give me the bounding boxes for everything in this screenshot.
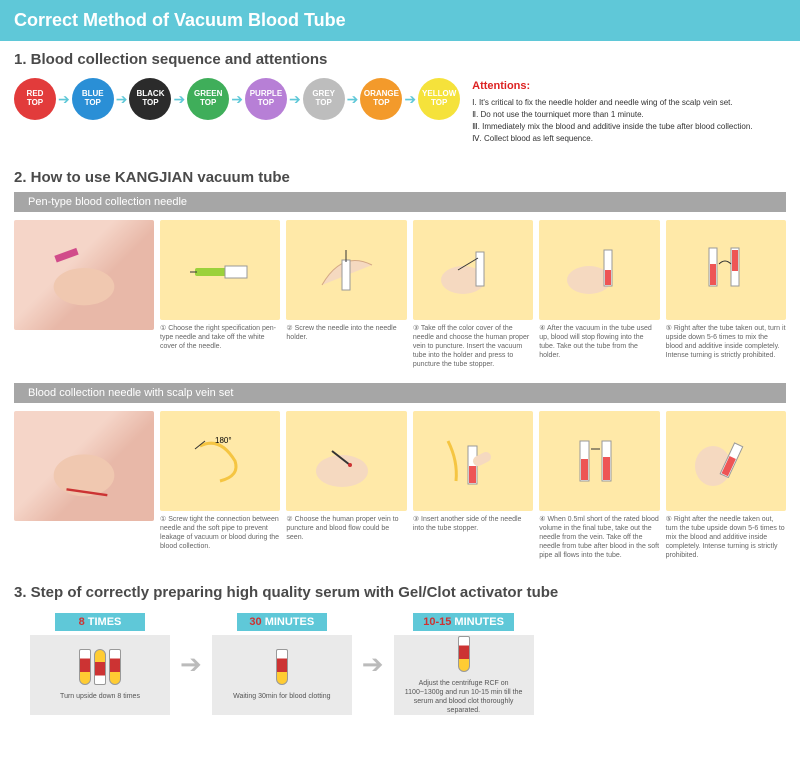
photo-scalp: [14, 411, 154, 521]
step-text: ④ After the vacuum in the tube used up, …: [539, 324, 659, 360]
tube-black: BLACKTOP: [129, 78, 171, 120]
step-illustration: [539, 220, 659, 320]
tube-red: REDTOP: [14, 78, 56, 120]
step-illustration: [539, 411, 659, 511]
step-illustration: [666, 411, 786, 511]
tube-icons: [79, 649, 121, 688]
step-illustration: [286, 220, 406, 320]
serum-step-3: 10-15 MINUTES Adjust the centrifuge RCF o…: [394, 613, 534, 715]
subheader-pentype: Pen-type blood collection needle: [14, 192, 786, 212]
attentions-title: Attentions:: [472, 78, 786, 95]
attentions-block: Attentions: Ⅰ. It's critical to fix the …: [472, 78, 786, 145]
attention-item: Ⅲ. Immediately mix the blood and additiv…: [472, 121, 786, 133]
arrow-icon: ➔: [362, 649, 384, 680]
step-illustration: [160, 220, 280, 320]
step-text: ③ Insert another side of the needle into…: [413, 515, 533, 533]
subheader-scalp: Blood collection needle with scalp vein …: [14, 383, 786, 403]
steps2-container: 180° ① Screw tight the connection between…: [160, 411, 786, 560]
step-1: 180° ① Screw tight the connection between…: [160, 411, 280, 560]
steps-row-1: ① Choose the right specification pen-typ…: [0, 212, 800, 383]
arrow-icon: ➔: [58, 91, 70, 108]
tube-sequence: REDTOP➔BLUETOP➔BLACKTOP➔GREENTOP➔PURPLET…: [14, 78, 460, 120]
serum-text: Waiting 30min for blood clotting: [233, 692, 330, 701]
serum-step-2: 30 MINUTES Waiting 30min for blood clotti…: [212, 613, 352, 715]
arrow-icon: ➔: [173, 91, 185, 108]
serum-text: Adjust the centrifuge RCF on 1100~1300g …: [400, 679, 528, 715]
section1-title: 1. Blood collection sequence and attenti…: [0, 41, 800, 74]
section3-title: 3. Step of correctly preparing high qual…: [0, 574, 800, 607]
serum-content: Adjust the centrifuge RCF on 1100~1300g …: [394, 635, 534, 715]
steps1-container: ① Choose the right specification pen-typ…: [160, 220, 786, 369]
photo-pentype: [14, 220, 154, 330]
step-text: ② Choose the human proper vein to punctu…: [286, 515, 406, 542]
step-2: ② Choose the human proper vein to punctu…: [286, 411, 406, 560]
step-3: ③ Take off the color cover of the needle…: [413, 220, 533, 369]
serum-content: Turn upside down 8 times: [30, 635, 170, 715]
serum-content: Waiting 30min for blood clotting: [212, 635, 352, 715]
step-illustration: 180°: [160, 411, 280, 511]
tube-blue: BLUETOP: [72, 78, 114, 120]
section2-title: 2. How to use KANGJIAN vacuum tube: [0, 159, 800, 192]
tube-purple: PURPLETOP: [245, 78, 287, 120]
step-text: ② Screw the needle into the needle holde…: [286, 324, 406, 342]
arrow-icon: ➔: [347, 91, 359, 108]
tube-icons: [458, 636, 470, 675]
serum-label: 10-15 MINUTES: [413, 613, 514, 631]
arrow-icon: ➔: [116, 91, 128, 108]
step-illustration: [666, 220, 786, 320]
step-illustration: [413, 411, 533, 511]
step-text: ③ Take off the color cover of the needle…: [413, 324, 533, 369]
step-3: ③ Insert another side of the needle into…: [413, 411, 533, 560]
step-5: ⑤ Right after the needle taken out, turn…: [666, 411, 786, 560]
tube-grey: GREYTOP: [303, 78, 345, 120]
step-5: ⑤ Right after the tube taken out, turn i…: [666, 220, 786, 369]
svg-text:180°: 180°: [215, 436, 232, 445]
step-illustration: [286, 411, 406, 511]
step-text: ① Choose the right specification pen-typ…: [160, 324, 280, 351]
page-header: Correct Method of Vacuum Blood Tube: [0, 0, 800, 41]
step-1: ① Choose the right specification pen-typ…: [160, 220, 280, 369]
arrow-icon: ➔: [231, 91, 243, 108]
step-text: ⑤ Right after the tube taken out, turn i…: [666, 324, 786, 360]
serum-label: 30 MINUTES: [237, 613, 327, 631]
step-4: ④ When 0.5ml short of the rated blood vo…: [539, 411, 659, 560]
serum-step-1: 8 TIMES Turn upside down 8 times: [30, 613, 170, 715]
step-illustration: [413, 220, 533, 320]
attention-item: Ⅳ. Collect blood as left sequence.: [472, 133, 786, 145]
step-2: ② Screw the needle into the needle holde…: [286, 220, 406, 369]
attention-item: Ⅱ. Do not use the tourniquet more than 1…: [472, 109, 786, 121]
attention-item: Ⅰ. It's critical to fix the needle holde…: [472, 97, 786, 109]
step-4: ④ After the vacuum in the tube used up, …: [539, 220, 659, 369]
serum-text: Turn upside down 8 times: [60, 692, 140, 701]
arrow-icon: ➔: [404, 91, 416, 108]
tube-icons: [276, 649, 288, 688]
tube-orange: ORANGETOP: [360, 78, 402, 120]
step-text: ① Screw tight the connection between nee…: [160, 515, 280, 551]
steps-row-2: 180° ① Screw tight the connection between…: [0, 403, 800, 574]
step-text: ⑤ Right after the needle taken out, turn…: [666, 515, 786, 560]
serum-row: 8 TIMES Turn upside down 8 times ➔ 30 MINU…: [0, 607, 800, 735]
arrow-icon: ➔: [180, 649, 202, 680]
tube-green: GREENTOP: [187, 78, 229, 120]
serum-label: 8 TIMES: [55, 613, 145, 631]
sequence-row: REDTOP➔BLUETOP➔BLACKTOP➔GREENTOP➔PURPLET…: [0, 74, 800, 159]
tube-yellow: YELLOWTOP: [418, 78, 460, 120]
attentions-list: Ⅰ. It's critical to fix the needle holde…: [472, 97, 786, 145]
step-text: ④ When 0.5ml short of the rated blood vo…: [539, 515, 659, 560]
arrow-icon: ➔: [289, 91, 301, 108]
